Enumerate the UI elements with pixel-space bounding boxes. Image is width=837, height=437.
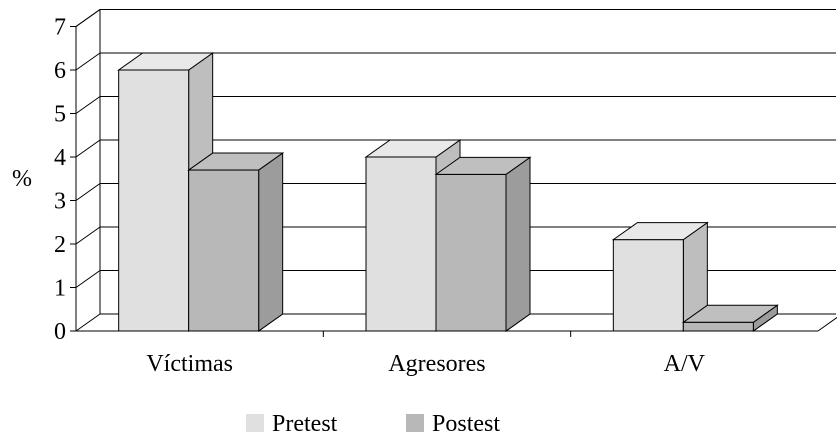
- side-gridline: [75, 183, 101, 201]
- bar-side: [505, 156, 531, 332]
- bar-front: [682, 321, 754, 332]
- legend-swatch: [406, 414, 424, 432]
- bar-front: [435, 173, 507, 332]
- y-tick-label: 4: [54, 145, 66, 171]
- legend-swatch: [246, 414, 264, 432]
- bars: [117, 52, 779, 332]
- axis-labels: 0 1 2 3 4 5 6 7 Víctimas Agresores A/V: [54, 15, 706, 378]
- bar-top: [681, 304, 779, 323]
- side-gridline: [75, 96, 101, 114]
- bar-front: [612, 239, 684, 332]
- bar-side: [258, 152, 284, 332]
- bar-front: [188, 169, 260, 332]
- side-gridline: [75, 226, 101, 245]
- bar: [187, 152, 285, 332]
- side-gridline: [75, 52, 101, 71]
- bar-top: [364, 139, 462, 158]
- y-tick-label: 3: [54, 189, 66, 215]
- side-gridline: [75, 139, 101, 158]
- legend-item: Pretest: [246, 411, 338, 437]
- legend-label: Postest: [432, 411, 500, 437]
- legend: Pretest Postest: [246, 411, 500, 437]
- y-tick-label: 0: [54, 319, 66, 345]
- bar-top: [187, 152, 285, 171]
- legend-label: Pretest: [272, 411, 338, 437]
- floor-edge: [817, 316, 837, 332]
- y-tick-label: 5: [54, 102, 66, 128]
- legend-item: Postest: [406, 411, 500, 437]
- bar-top: [117, 52, 215, 71]
- side-gridline: [75, 9, 101, 27]
- bar: [611, 221, 709, 332]
- bar-front: [118, 69, 190, 332]
- y-tick-label: 6: [54, 58, 66, 84]
- x-tick-label: A/V: [664, 351, 706, 377]
- y-axis-title: %: [12, 166, 32, 192]
- bar: [434, 156, 532, 332]
- x-tick-label: Agresores: [388, 351, 485, 377]
- bar-front: [365, 156, 437, 332]
- y-tick-label: 2: [54, 232, 66, 258]
- y-tick-label: 7: [54, 15, 66, 41]
- side-gridline: [75, 270, 101, 288]
- bar: [681, 304, 779, 332]
- y-tick-label: 1: [54, 276, 66, 302]
- side-gridline: [75, 313, 101, 332]
- bar-top: [611, 222, 709, 241]
- x-tick-label: Víctimas: [146, 351, 233, 377]
- bar-top: [434, 156, 532, 175]
